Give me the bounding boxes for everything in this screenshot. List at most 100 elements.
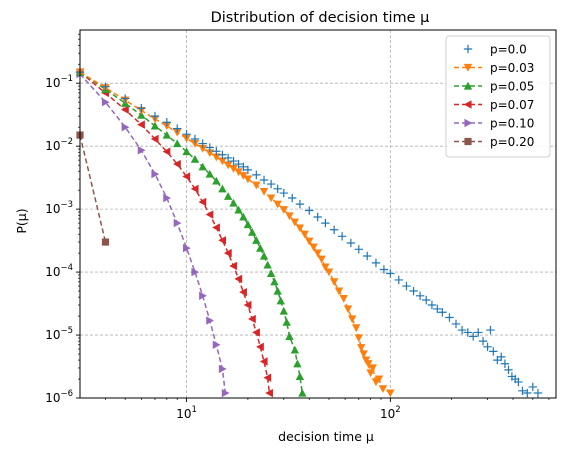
data-point <box>150 121 160 130</box>
data-point <box>190 134 200 144</box>
data-point <box>205 210 214 219</box>
data-point <box>438 308 447 317</box>
data-point <box>252 236 261 244</box>
data-point <box>290 345 300 354</box>
data-point <box>198 162 207 171</box>
series-line <box>79 73 227 394</box>
data-point <box>348 315 357 324</box>
y-tick-exponent: −6 <box>60 389 73 399</box>
data-point <box>162 118 172 127</box>
data-point <box>343 305 353 314</box>
series-p=0.03 <box>75 68 395 398</box>
data-point <box>346 238 356 248</box>
data-point <box>162 130 172 139</box>
data-point <box>300 230 309 239</box>
data-point <box>415 291 425 301</box>
legend-label: p=0.20 <box>490 135 534 149</box>
data-point <box>500 359 510 368</box>
data-point <box>243 175 253 184</box>
data-point <box>234 205 243 214</box>
data-point <box>151 169 160 179</box>
legend-box <box>445 35 551 158</box>
y-tick-label: 10−3 <box>45 200 73 216</box>
plot-frame <box>79 29 557 399</box>
data-point <box>371 258 381 268</box>
data-point <box>182 243 191 253</box>
data-point <box>339 294 348 303</box>
data-point <box>468 332 478 341</box>
data-point <box>279 206 288 214</box>
data-point <box>259 357 268 366</box>
y-tick-label: 10−1 <box>45 74 73 90</box>
data-point <box>282 317 291 326</box>
data-point <box>433 304 442 314</box>
data-point <box>528 382 537 392</box>
data-point <box>293 359 302 368</box>
data-point <box>150 134 159 144</box>
data-point <box>445 313 454 322</box>
y-tick-exponent: −1 <box>60 74 73 84</box>
legend-marker <box>464 137 472 146</box>
data-point <box>533 388 543 398</box>
data-point <box>295 372 305 381</box>
data-point <box>150 111 160 121</box>
data-point <box>368 364 377 373</box>
data-point <box>270 277 279 286</box>
x-tick-label: 101 <box>176 405 197 421</box>
data-point <box>229 165 238 173</box>
data-point <box>486 325 495 335</box>
data-point <box>354 334 363 343</box>
legend-label: p=0.0 <box>490 43 527 57</box>
data-point <box>276 296 285 305</box>
series-p=0.0 <box>75 67 543 398</box>
data-point <box>101 82 110 91</box>
legend-marker <box>464 118 473 128</box>
data-point <box>239 212 248 221</box>
data-point <box>256 342 264 352</box>
data-point <box>182 147 191 156</box>
data-point <box>518 386 527 396</box>
y-tick-exponent: −4 <box>60 263 73 273</box>
data-point <box>121 94 130 103</box>
data-point <box>357 344 366 352</box>
data-point <box>212 340 221 349</box>
data-point <box>321 263 330 272</box>
data-point <box>190 139 200 148</box>
data-point <box>263 260 272 269</box>
data-point <box>256 243 265 252</box>
data-point <box>285 212 294 221</box>
data-point <box>451 319 461 329</box>
data-point <box>463 328 473 337</box>
data-point <box>409 286 418 296</box>
data-point <box>483 342 492 352</box>
legend-marker <box>463 100 472 109</box>
data-point <box>285 332 294 341</box>
data-point <box>321 218 330 228</box>
data-point <box>514 377 523 387</box>
data-point <box>121 123 130 132</box>
y-tick-label: 10−5 <box>45 326 73 342</box>
data-point <box>223 161 233 170</box>
data-point <box>173 159 181 169</box>
data-point <box>218 150 227 159</box>
data-point <box>379 265 389 274</box>
data-point <box>182 172 191 181</box>
data-point <box>329 278 339 287</box>
data-point <box>489 347 498 356</box>
y-tick-exponent: −2 <box>60 137 73 147</box>
legend-item: p=0.10 <box>454 117 534 131</box>
x-tick-exponent: 1 <box>191 405 196 415</box>
data-point <box>239 162 248 172</box>
y-tick-exponent: −3 <box>60 200 73 210</box>
data-point <box>243 220 253 229</box>
data-point <box>504 365 513 375</box>
data-point <box>394 275 403 285</box>
data-point <box>198 144 207 153</box>
legend-marker <box>463 63 473 72</box>
data-point <box>305 237 314 246</box>
data-point <box>266 269 276 278</box>
y-tick-exponent: −5 <box>60 326 73 336</box>
legend-item: p=0.03 <box>454 61 534 75</box>
data-point <box>229 261 238 271</box>
data-point <box>212 147 221 156</box>
